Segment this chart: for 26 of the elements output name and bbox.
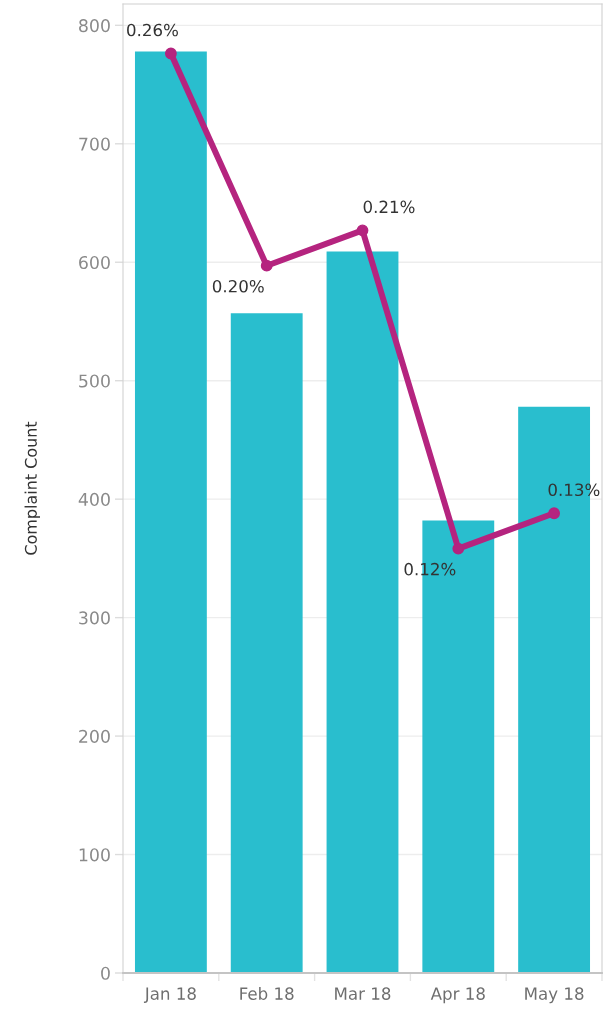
bar — [134, 51, 207, 973]
y-tick-label: 300 — [79, 611, 110, 625]
x-tick-label: Feb 18 — [240, 987, 294, 1000]
data-label: 0.20% — [212, 279, 264, 293]
y-tick-label: 400 — [78, 492, 110, 506]
y-tick-label: 200 — [79, 729, 110, 743]
y-tick-label: 600 — [79, 255, 110, 270]
y-tick-label: 500 — [79, 374, 110, 388]
x-tick-label: Mar 18 — [335, 987, 391, 1000]
bar — [230, 313, 303, 973]
point — [548, 507, 561, 520]
y-tick-label: 700 — [79, 137, 110, 151]
point — [260, 259, 273, 272]
y-tick-label: 0 — [101, 966, 110, 980]
point — [164, 47, 177, 60]
x-tick-label: Apr 18 — [430, 987, 485, 1004]
data-label: 0.26% — [127, 23, 178, 37]
data-label: 0.21% — [363, 200, 415, 214]
point — [452, 542, 465, 555]
bar — [326, 251, 399, 973]
y-axis-title: Complaint Count — [24, 421, 40, 555]
y-tick-label: 100 — [79, 848, 110, 862]
x-tick-label: Jan 18 — [143, 987, 196, 1003]
x-tick-label: May 18 — [525, 987, 584, 1004]
point — [356, 224, 369, 237]
y-tick-label: 800 — [79, 19, 110, 33]
